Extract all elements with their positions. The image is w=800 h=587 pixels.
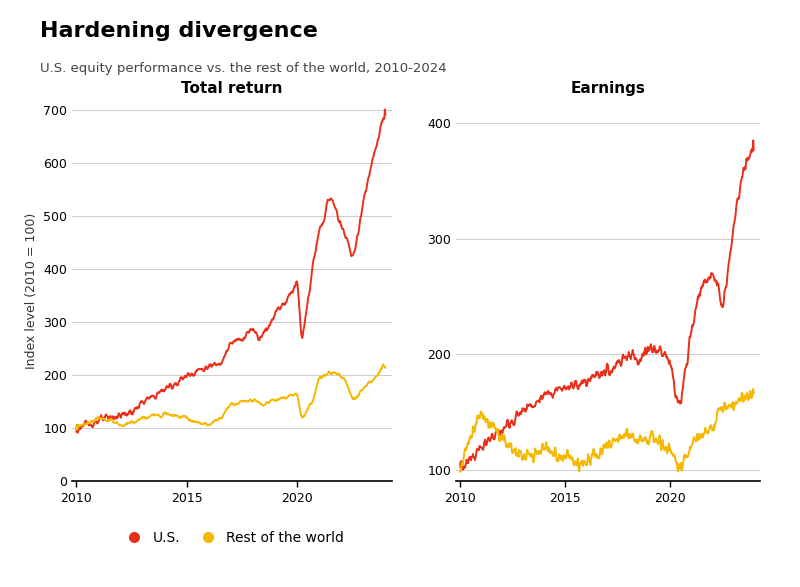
Y-axis label: Index level (2010 = 100): Index level (2010 = 100) [25, 212, 38, 369]
Text: Hardening divergence: Hardening divergence [40, 21, 318, 41]
Text: U.S. equity performance vs. the rest of the world, 2010-2024: U.S. equity performance vs. the rest of … [40, 62, 446, 75]
Title: Total return: Total return [182, 81, 282, 96]
Legend: U.S., Rest of the world: U.S., Rest of the world [115, 525, 349, 551]
Title: Earnings: Earnings [570, 81, 646, 96]
